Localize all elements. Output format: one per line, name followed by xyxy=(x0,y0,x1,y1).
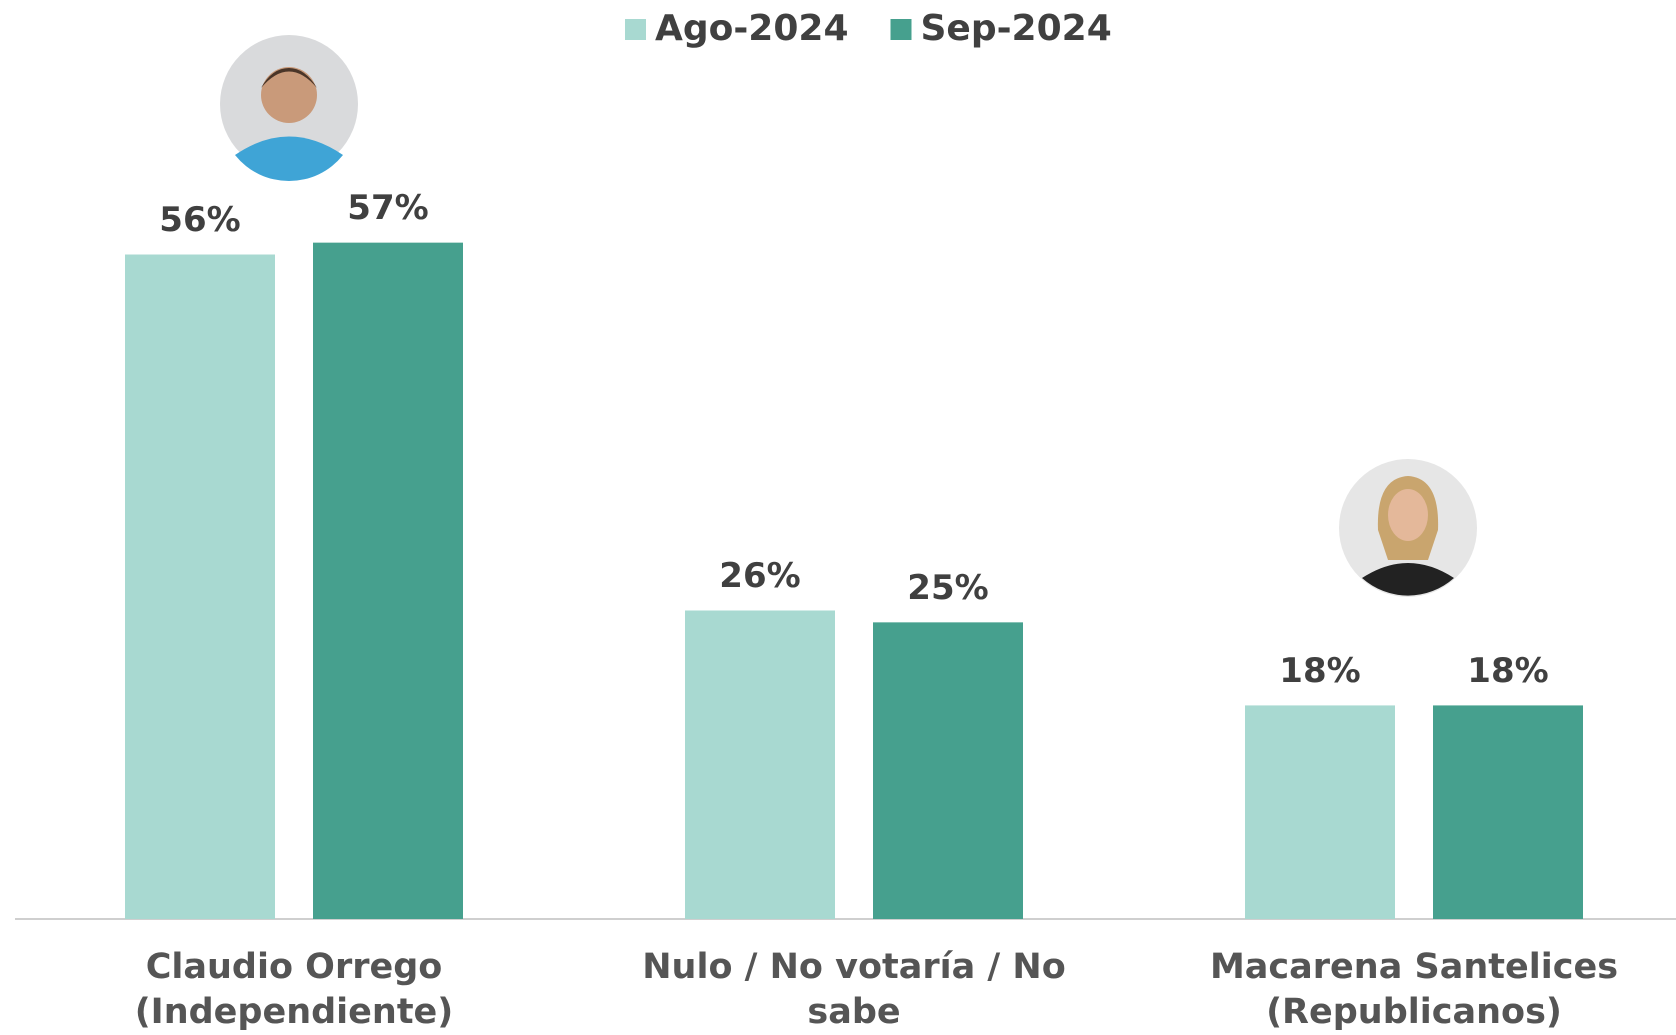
legend-swatch xyxy=(625,19,646,40)
legend-label: Sep-2024 xyxy=(921,8,1112,49)
page: Ago-2024Sep-202456%57%26%25%18%18% (() =… xyxy=(0,0,1676,1035)
bar xyxy=(313,243,463,919)
value-label: 26% xyxy=(719,556,800,596)
bar xyxy=(873,622,1023,919)
category-label: Nulo / No votaría / No sabe xyxy=(594,945,1114,1035)
bar xyxy=(125,255,275,919)
category-label: Macarena Santelices (Republicanos) xyxy=(1154,945,1674,1035)
bar xyxy=(1245,705,1395,919)
value-label: 57% xyxy=(347,188,428,228)
value-label: 18% xyxy=(1279,651,1360,691)
photo-orrego xyxy=(220,35,358,181)
value-label: 18% xyxy=(1467,651,1548,691)
value-label: 25% xyxy=(907,568,988,608)
category-label: Claudio Orrego (Independiente) xyxy=(34,945,554,1035)
chart: Ago-2024 Sep-2024 56% 57% 26% 25% 18% 18% xyxy=(0,0,1676,1035)
photo-santelices xyxy=(1339,459,1477,597)
legend-label: Ago-2024 xyxy=(655,8,849,49)
legend-swatch xyxy=(891,19,912,40)
bar xyxy=(685,610,835,919)
value-label: 56% xyxy=(159,200,240,240)
bar xyxy=(1433,705,1583,919)
